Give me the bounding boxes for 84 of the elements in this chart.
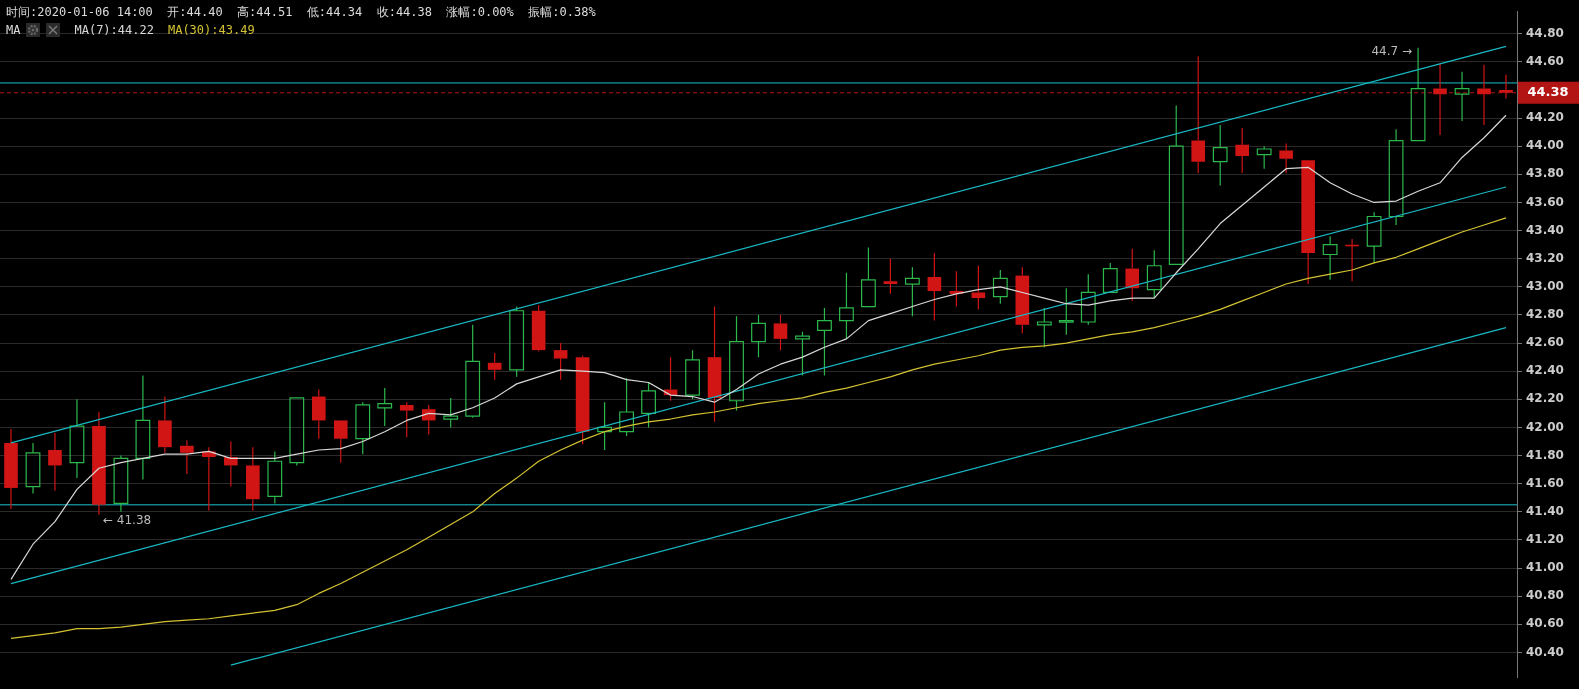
y-tick-label: 42.20: [1526, 391, 1564, 406]
y-tick-label: 43.00: [1526, 278, 1564, 293]
candlestick: [311, 388, 326, 440]
y-tick-label: 43.60: [1526, 194, 1564, 209]
candlestick: [92, 411, 106, 516]
y-tick-label: 42.00: [1526, 419, 1564, 434]
candlestick: [707, 305, 722, 423]
candlestick: [246, 446, 260, 512]
y-tick-label: 41.20: [1526, 532, 1564, 547]
candlestick: [69, 398, 85, 479]
candlestick: [1301, 160, 1315, 285]
y-tick-label: 43.40: [1526, 222, 1564, 237]
candlestick: [553, 342, 568, 381]
candlestick: [377, 387, 393, 427]
candlestick: [4, 428, 18, 510]
candlestick: [927, 252, 942, 322]
candlestick: [531, 304, 546, 351]
candlestick: [25, 442, 41, 495]
candlestick: [1146, 249, 1162, 299]
candlestick: [751, 314, 766, 358]
annotation: ← 41.38: [102, 512, 152, 527]
candlestick: [1366, 211, 1382, 264]
annotation: 44.7 →: [1371, 43, 1413, 58]
candlestick: [971, 265, 986, 310]
candlestick: [1499, 73, 1513, 99]
candlestick: [48, 432, 62, 492]
candlestick: [597, 401, 613, 451]
y-tick-label: 44.80: [1526, 25, 1564, 40]
candlestick: [1058, 287, 1074, 336]
candlestick: [1279, 142, 1293, 174]
candlestick: [421, 404, 436, 436]
legend-title: MA: [6, 23, 21, 37]
candlestick: [333, 420, 348, 464]
candlestick: [817, 307, 832, 377]
candlestick: [180, 439, 194, 475]
y-tick-label: 44.60: [1526, 53, 1564, 68]
y-tick-label: 41.00: [1526, 560, 1564, 575]
y-tick-label: 44.20: [1526, 110, 1564, 125]
candlestick: [1235, 127, 1249, 174]
text: MA(30):43.49: [167, 23, 255, 37]
candlestick: [158, 395, 172, 454]
candlestick: [795, 331, 810, 377]
y-tick-label: 41.60: [1526, 475, 1564, 490]
candlestick: [1433, 62, 1447, 136]
y-tick-label: 44.00: [1526, 138, 1564, 153]
candlestick: [1212, 124, 1228, 187]
y-tick-label: 42.80: [1526, 307, 1564, 322]
candlestick: [1125, 248, 1140, 302]
candlestick: [1454, 71, 1470, 122]
candlestick: [904, 266, 920, 317]
y-tick-label: 42.40: [1526, 363, 1564, 378]
y-tick-label: 41.40: [1526, 503, 1564, 518]
candlestick: [1080, 273, 1096, 326]
candlestick: [729, 315, 744, 412]
candlestick: [619, 377, 634, 437]
candlestick: [1036, 307, 1052, 348]
candlestick: [1191, 55, 1206, 174]
candlestick: [773, 314, 788, 351]
candlestick: [1322, 235, 1338, 281]
candlestick: [355, 401, 371, 455]
candlestick: [1477, 64, 1491, 126]
candlestick: [839, 272, 854, 340]
candlestick: [1168, 104, 1184, 265]
y-tick-label: 40.40: [1526, 644, 1564, 659]
candlestick: [399, 401, 414, 438]
candlestick: [641, 381, 656, 429]
candlestick: [861, 246, 876, 308]
candlestick: [443, 397, 459, 429]
candlestick: [465, 324, 481, 417]
y-tick-label: 43.20: [1526, 250, 1564, 265]
text: MA(7):44.22: [74, 23, 154, 37]
chart-title: 时间:2020-01-06 14:00 开:44.40 高:44.51 低:44.34 收:44.38 涨幅:0.00% 振幅:0.38%: [6, 4, 596, 21]
candlestick: [113, 455, 129, 513]
candlestick: [883, 258, 898, 295]
candlestick: [1388, 128, 1404, 226]
y-tick-label: 40.60: [1526, 616, 1564, 631]
y-tick-label: 43.80: [1526, 166, 1564, 181]
y-tick-label: 40.80: [1526, 588, 1564, 603]
candlestick: [135, 374, 151, 481]
candlestick: [1410, 47, 1426, 142]
y-tick-label: 41.80: [1526, 447, 1564, 462]
ref-line-label: 44.38: [1527, 84, 1569, 100]
y-tick-label: 42.60: [1526, 335, 1564, 350]
candlestick: [487, 352, 502, 381]
